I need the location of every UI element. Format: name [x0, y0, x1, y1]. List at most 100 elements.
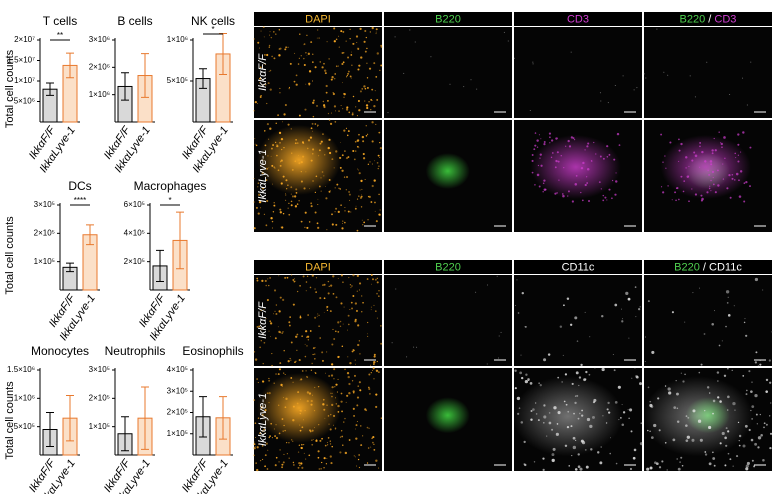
signal-dot: [360, 425, 362, 427]
signal-dot: [357, 458, 360, 461]
signal-dot: [373, 104, 376, 108]
signal-dot: [353, 455, 355, 457]
signal-dot: [704, 160, 707, 163]
signal-dot: [370, 108, 372, 111]
signal-dot: [269, 322, 273, 325]
signal-dot: [290, 193, 292, 195]
signal-dot: [724, 157, 726, 160]
significance-label: *: [168, 196, 171, 205]
signal-dot: [701, 150, 704, 154]
signal-dot: [367, 333, 368, 335]
signal-dot: [635, 316, 637, 318]
signal-dot: [753, 465, 756, 468]
signal-dot: [633, 448, 637, 452]
signal-dot: [304, 343, 306, 345]
signal-dot: [358, 133, 360, 136]
signal-dot: [365, 36, 367, 39]
signal-dot: [366, 133, 369, 135]
signal-dot: [476, 88, 478, 90]
signal-dot: [317, 29, 319, 31]
signal-dot: [317, 456, 320, 459]
signal-dot: [760, 434, 763, 437]
signal-dot: [344, 150, 346, 152]
signal-dot: [304, 226, 306, 229]
signal-dot: [293, 277, 295, 279]
signal-dot: [567, 139, 570, 143]
signal-dot: [379, 147, 382, 150]
signal-dot: [274, 337, 277, 340]
signal-dot: [253, 110, 255, 112]
signal-dot: [312, 180, 314, 182]
signal-dot: [365, 135, 368, 137]
signal-dot: [299, 412, 301, 415]
signal-dot: [607, 401, 610, 405]
signal-dot: [306, 391, 310, 394]
signal-dot: [348, 277, 350, 279]
signal-dot: [346, 106, 349, 109]
signal-dot: [284, 429, 286, 432]
signal-dot: [371, 26, 374, 30]
signal-dot: [334, 427, 337, 429]
signal-dot: [261, 445, 264, 447]
signal-dot: [333, 27, 336, 30]
signal-dot: [664, 442, 667, 444]
signal-dot: [639, 306, 641, 308]
signal-dot: [636, 87, 638, 89]
signal-dot: [327, 444, 329, 446]
signal-dot: [343, 421, 345, 423]
signal-dot: [549, 136, 551, 139]
signal-dot: [369, 31, 372, 33]
signal-dot: [300, 446, 303, 450]
signal-dot: [329, 443, 332, 445]
signal-dot: [692, 292, 694, 294]
signal-dot: [675, 199, 677, 202]
signal-dot: [379, 142, 381, 144]
signal-dot: [604, 196, 607, 199]
signal-dot: [727, 367, 729, 370]
signal-dot: [371, 283, 372, 285]
signal-dot: [274, 464, 277, 467]
signal-blob: [257, 373, 341, 443]
signal-dot: [358, 195, 360, 197]
signal-dot: [346, 134, 349, 137]
micrograph: [384, 27, 512, 118]
signal-dot: [375, 28, 378, 31]
signal-dot: [337, 321, 340, 324]
signal-dot: [530, 418, 533, 421]
signal-dot: [374, 160, 376, 162]
signal-dot: [341, 62, 344, 66]
signal-dot: [294, 361, 296, 363]
signal-dot: [364, 50, 367, 53]
signal-dot: [305, 290, 307, 292]
panel-header-label: B220 / CD11c: [674, 261, 742, 273]
signal-dot: [312, 394, 313, 396]
signal-dot: [264, 64, 266, 65]
signal-dot: [277, 326, 279, 328]
signal-dot: [574, 468, 578, 471]
signal-dot: [314, 427, 316, 429]
signal-dot: [271, 164, 274, 167]
signal-dot: [364, 408, 367, 411]
signal-dot: [351, 64, 353, 66]
panel-header-label: CD3: [567, 13, 589, 25]
signal-dot: [699, 287, 701, 289]
signal-dot: [347, 375, 350, 379]
signal-dot: [373, 304, 375, 306]
signal-dot: [726, 187, 729, 190]
signal-dot: [279, 296, 282, 299]
signal-dot: [540, 138, 542, 140]
signal-dot: [724, 464, 727, 467]
signal-dot: [318, 314, 320, 317]
signal-dot: [756, 423, 758, 425]
signal-dot: [347, 56, 350, 59]
signal-dot: [283, 146, 285, 149]
panel-header: [254, 12, 382, 26]
signal-dot: [278, 48, 281, 50]
signal-dot: [296, 203, 299, 205]
signal-dot: [370, 364, 371, 366]
signal-dot: [283, 113, 286, 116]
signal-dot: [744, 424, 748, 428]
signal-dot: [328, 138, 331, 141]
signal-dot: [337, 210, 340, 214]
signal-dot: [574, 183, 578, 186]
